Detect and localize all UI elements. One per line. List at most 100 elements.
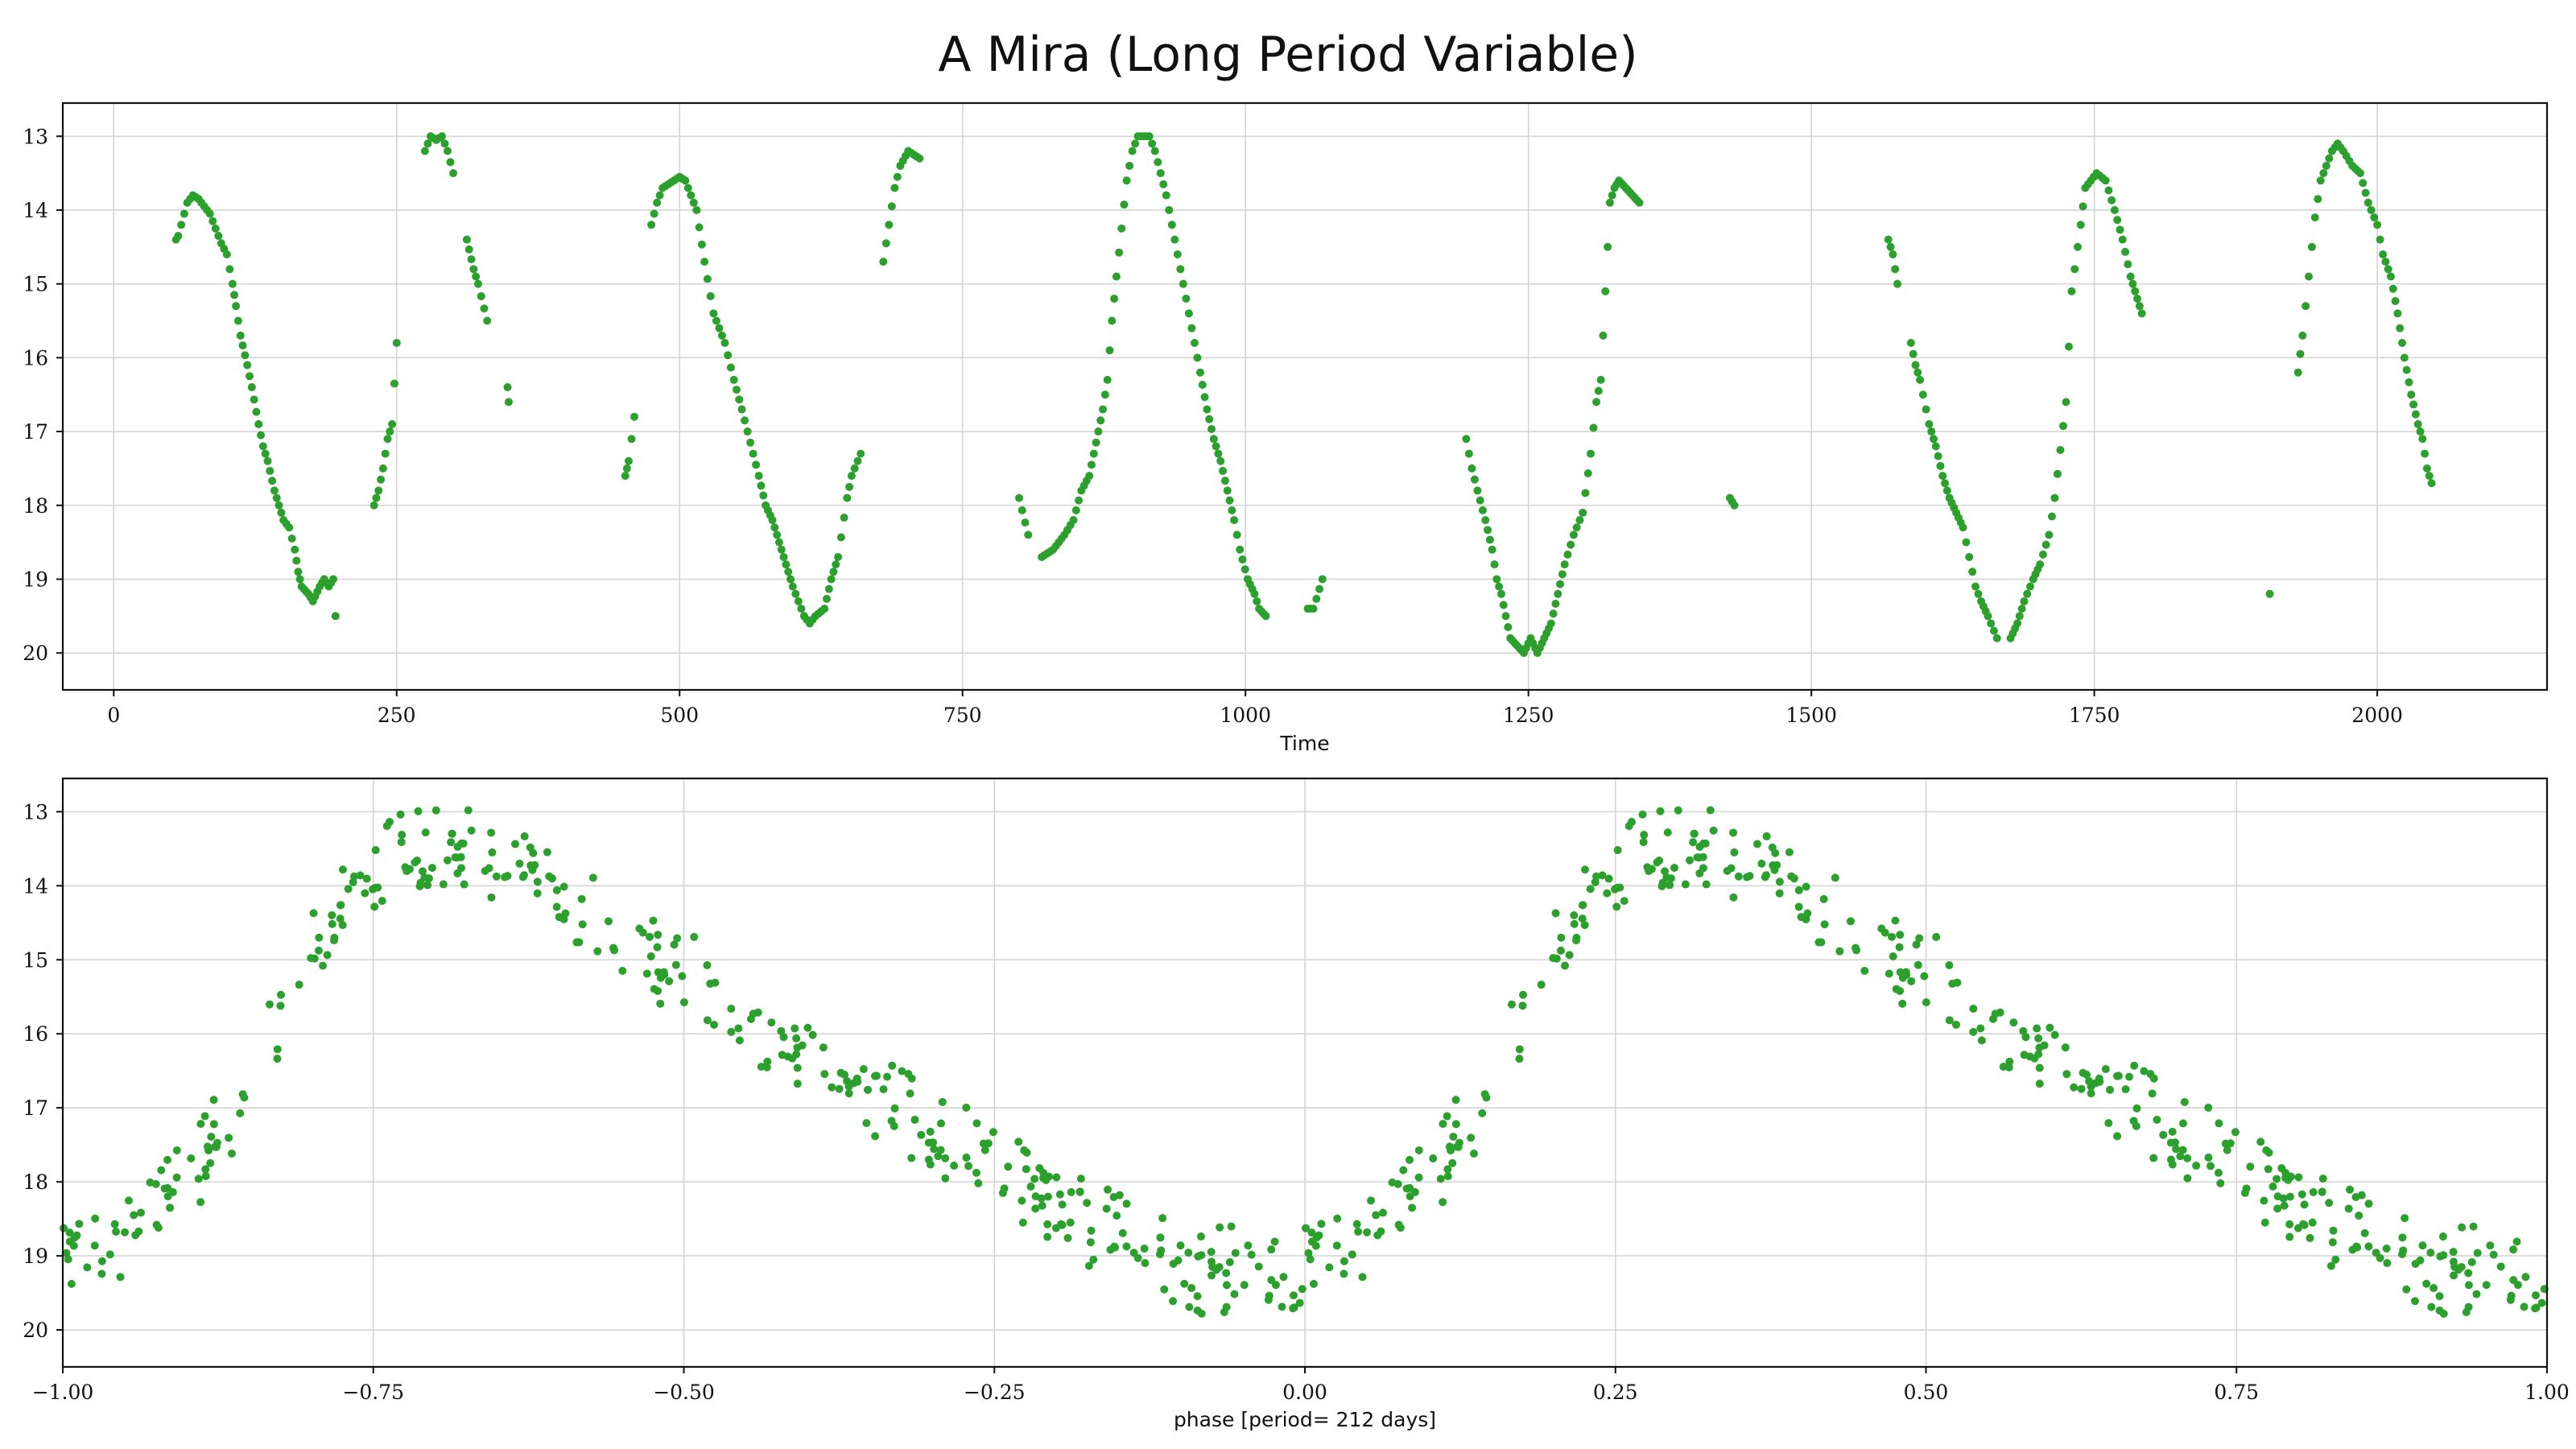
data-point (2316, 176, 2325, 185)
data-point (654, 931, 663, 939)
data-point (1551, 909, 1560, 918)
data-point (754, 472, 763, 481)
data-point (2076, 221, 2085, 229)
data-point (2280, 1201, 2289, 1210)
data-point (1578, 901, 1587, 910)
data-point (1043, 1232, 1052, 1241)
data-point (2438, 1232, 2447, 1241)
data-point (1067, 1187, 1075, 1196)
data-point (378, 897, 386, 906)
data-point (1160, 1285, 1169, 1294)
phase-folded-panel: −1.00 −0.75 −0.50 −0.25 0.00 0.25 0.50 0.75 1.00… (23, 777, 2570, 1431)
data-point (788, 582, 797, 591)
data-point (1445, 1142, 1454, 1151)
data-point (2005, 1057, 2014, 1066)
data-point (233, 316, 242, 325)
data-point (703, 1016, 712, 1025)
data-point (575, 938, 584, 947)
data-point (350, 872, 359, 881)
data-point (673, 934, 682, 943)
data-point (1315, 1231, 1323, 1240)
data-point (1083, 1199, 1092, 1208)
data-point (2013, 619, 2022, 628)
data-point (2367, 205, 2376, 214)
data-point (835, 1084, 844, 1093)
data-point (2326, 1261, 2335, 1270)
data-point (1898, 973, 1907, 982)
data-point (1289, 1304, 1298, 1313)
data-point (2450, 1262, 2459, 1271)
data-point (1938, 472, 1947, 481)
data-point (980, 1146, 989, 1154)
data-point (1729, 893, 1738, 902)
data-point (1558, 570, 1567, 579)
data-point (1232, 530, 1241, 539)
data-point (1115, 248, 1124, 257)
data-point (1004, 1162, 1013, 1171)
data-point (964, 1162, 972, 1170)
data-point (160, 1184, 169, 1193)
data-point (1089, 1255, 1098, 1264)
data-point (862, 1119, 871, 1128)
data-point (1464, 449, 1473, 458)
data-point (1122, 176, 1131, 185)
data-point (1701, 839, 1710, 848)
data-point (1026, 1182, 1035, 1191)
data-point (717, 331, 726, 340)
data-point (1942, 486, 1951, 495)
data-point (1214, 449, 1223, 458)
data-point (727, 1005, 736, 1013)
data-point (720, 339, 729, 348)
data-point (1377, 1227, 1385, 1236)
data-point (752, 460, 761, 469)
data-point (926, 1127, 935, 1136)
data-point (724, 351, 733, 360)
data-point (1984, 612, 1992, 621)
data-point (1945, 1016, 1954, 1025)
data-point (2325, 1199, 2334, 1208)
data-point (547, 874, 556, 883)
data-point (904, 1070, 913, 1079)
data-point (2284, 1175, 2293, 1184)
data-point (653, 198, 662, 207)
data-point (1131, 139, 1140, 148)
data-point (265, 1000, 274, 1009)
data-point (844, 1082, 853, 1091)
data-point (1551, 600, 1560, 609)
data-point (1089, 449, 1098, 458)
data-point (1657, 881, 1666, 890)
data-point (1888, 932, 1897, 941)
data-point (1112, 272, 1121, 281)
data-point (2309, 1187, 2318, 1196)
data-point (1117, 224, 1126, 233)
data-point (735, 395, 744, 404)
data-point (703, 275, 712, 283)
data-point (116, 1273, 125, 1282)
data-point (483, 316, 492, 325)
data-point (791, 589, 800, 598)
data-point (604, 917, 613, 926)
data-point (679, 998, 688, 1007)
data-point (1058, 1200, 1067, 1209)
data-point (864, 1085, 873, 1094)
data-point (1969, 1027, 1978, 1036)
data-point (1560, 560, 1569, 569)
data-point (2306, 1233, 2314, 1242)
data-point (1495, 582, 1504, 591)
data-point (492, 872, 501, 881)
data-point (2513, 1281, 2522, 1290)
data-point (1620, 897, 1629, 906)
data-point (2035, 1063, 2044, 1072)
data-point (2301, 302, 2310, 311)
data-point (291, 545, 299, 554)
data-point (727, 1027, 736, 1036)
data-point (1103, 375, 1112, 384)
data-point (1443, 1172, 1452, 1181)
data-point (329, 575, 338, 584)
data-point (2482, 1281, 2491, 1290)
data-point (2398, 339, 2407, 348)
data-point (1991, 1009, 2000, 1018)
data-point (734, 1024, 743, 1033)
data-point (1945, 961, 1954, 970)
data-point (934, 1152, 943, 1161)
